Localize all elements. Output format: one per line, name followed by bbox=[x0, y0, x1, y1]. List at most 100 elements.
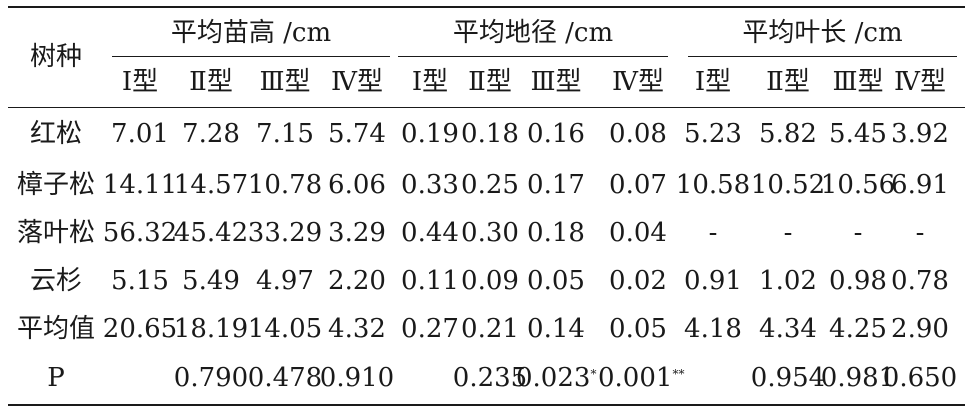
value-cell: 7.15 bbox=[256, 119, 314, 149]
group-rule-diameter bbox=[398, 56, 668, 57]
value-cell: 1.02 bbox=[759, 266, 817, 296]
group-rule-leaf bbox=[688, 56, 957, 57]
value-cell: 0.21 bbox=[461, 314, 519, 344]
value-cell: 0.91 bbox=[684, 266, 742, 296]
p-value: 0.650 bbox=[882, 363, 958, 393]
value-cell: 0.17 bbox=[527, 170, 585, 200]
value-cell: 18.19 bbox=[173, 314, 249, 344]
value-cell: 14.11 bbox=[102, 170, 178, 200]
p-value-cell: 0.650 bbox=[880, 363, 960, 393]
group-rule-height bbox=[112, 56, 390, 57]
value-cell: 20.65 bbox=[102, 314, 178, 344]
value-cell: 7.28 bbox=[182, 119, 240, 149]
value-cell: 6.91 bbox=[891, 170, 949, 200]
value-cell: 2.20 bbox=[328, 266, 386, 296]
value-cell: 10.58 bbox=[675, 170, 751, 200]
p-value: 0.981 bbox=[820, 363, 896, 393]
value-cell: 6.06 bbox=[328, 170, 386, 200]
p-value-cell: 0.954 bbox=[748, 363, 828, 393]
type-header: Ⅲ型 bbox=[832, 67, 884, 97]
type-header: Ⅳ型 bbox=[331, 67, 383, 97]
p-value-cell: 0.235 bbox=[450, 363, 530, 393]
p-value: 0.478 bbox=[247, 363, 323, 393]
p-value-cell: 0.001** bbox=[598, 363, 684, 393]
p-value: 0.910 bbox=[319, 363, 395, 393]
p-value: 0.235 bbox=[452, 363, 528, 393]
type-header: Ⅰ型 bbox=[411, 67, 449, 97]
p-value-cell: 0.981 bbox=[818, 363, 898, 393]
species-header: 树种 bbox=[29, 42, 82, 72]
value-cell: 45.42 bbox=[173, 218, 249, 248]
value-cell: 14.05 bbox=[247, 314, 323, 344]
species-cell: 红松 bbox=[29, 119, 82, 149]
type-header: Ⅲ型 bbox=[530, 67, 582, 97]
value-cell: 0.33 bbox=[401, 170, 459, 200]
value-cell: - bbox=[708, 218, 718, 248]
value-cell: 5.45 bbox=[829, 119, 887, 149]
type-header: Ⅰ型 bbox=[121, 67, 159, 97]
type-header: Ⅳ型 bbox=[612, 67, 664, 97]
value-cell: 0.18 bbox=[461, 119, 519, 149]
p-value-cell: 0.910 bbox=[317, 363, 397, 393]
value-cell: 10.52 bbox=[750, 170, 826, 200]
value-cell: 5.23 bbox=[684, 119, 742, 149]
value-cell: 4.32 bbox=[328, 314, 386, 344]
header-rule bbox=[8, 107, 965, 108]
value-cell: 0.05 bbox=[609, 314, 667, 344]
type-header: Ⅲ型 bbox=[259, 67, 311, 97]
value-cell: 5.15 bbox=[111, 266, 169, 296]
value-cell: 0.78 bbox=[891, 266, 949, 296]
significance-mark: * bbox=[590, 367, 597, 381]
p-value: 0.790 bbox=[173, 363, 249, 393]
value-cell: 0.98 bbox=[829, 266, 887, 296]
value-cell: 0.25 bbox=[461, 170, 519, 200]
species-cell: 平均值 bbox=[16, 314, 95, 344]
value-cell: 4.25 bbox=[829, 314, 887, 344]
value-cell: 0.08 bbox=[609, 119, 667, 149]
type-header: Ⅱ型 bbox=[189, 67, 233, 97]
value-cell: 10.78 bbox=[247, 170, 323, 200]
value-cell: 10.56 bbox=[820, 170, 896, 200]
p-value: 0.023 bbox=[516, 363, 591, 393]
value-cell: 0.14 bbox=[527, 314, 585, 344]
top-rule bbox=[8, 6, 965, 8]
value-cell: 5.74 bbox=[328, 119, 386, 149]
value-cell: 0.18 bbox=[527, 218, 585, 248]
species-cell: 落叶松 bbox=[16, 218, 95, 248]
p-value: 0.954 bbox=[750, 363, 826, 393]
type-header: Ⅳ型 bbox=[894, 67, 946, 97]
value-cell: 0.16 bbox=[527, 119, 585, 149]
species-cell: 樟子松 bbox=[16, 170, 95, 200]
value-cell: 7.01 bbox=[111, 119, 169, 149]
value-cell: - bbox=[853, 218, 863, 248]
group-header-leaf: 平均叶长 /cm bbox=[742, 18, 903, 48]
value-cell: 5.49 bbox=[182, 266, 240, 296]
value-cell: 4.97 bbox=[256, 266, 314, 296]
value-cell: 0.07 bbox=[609, 170, 667, 200]
value-cell: 0.44 bbox=[401, 218, 459, 248]
value-cell: 0.05 bbox=[527, 266, 585, 296]
value-cell: - bbox=[783, 218, 793, 248]
value-cell: 0.27 bbox=[401, 314, 459, 344]
value-cell: 0.09 bbox=[461, 266, 519, 296]
bottom-rule bbox=[8, 404, 965, 406]
p-value-cell: 0.790 bbox=[171, 363, 251, 393]
value-cell: 0.04 bbox=[609, 218, 667, 248]
value-cell: 4.34 bbox=[759, 314, 817, 344]
value-cell: 33.29 bbox=[247, 218, 323, 248]
value-cell: 0.30 bbox=[461, 218, 519, 248]
group-header-diameter: 平均地径 /cm bbox=[452, 18, 614, 48]
p-value: 0.001 bbox=[598, 363, 673, 393]
p-value-cell: 0.478 bbox=[245, 363, 325, 393]
value-cell: 2.90 bbox=[891, 314, 949, 344]
value-cell: 0.02 bbox=[609, 266, 667, 296]
value-cell: 0.19 bbox=[401, 119, 459, 149]
type-header: Ⅱ型 bbox=[766, 67, 810, 97]
value-cell: 0.11 bbox=[401, 266, 459, 296]
type-header: Ⅰ型 bbox=[694, 67, 732, 97]
species-cell: 云杉 bbox=[29, 266, 82, 296]
value-cell: 3.29 bbox=[328, 218, 386, 248]
value-cell: 5.82 bbox=[759, 119, 817, 149]
significance-mark: ** bbox=[672, 367, 685, 381]
group-header-height: 平均苗高 /cm bbox=[170, 18, 332, 48]
